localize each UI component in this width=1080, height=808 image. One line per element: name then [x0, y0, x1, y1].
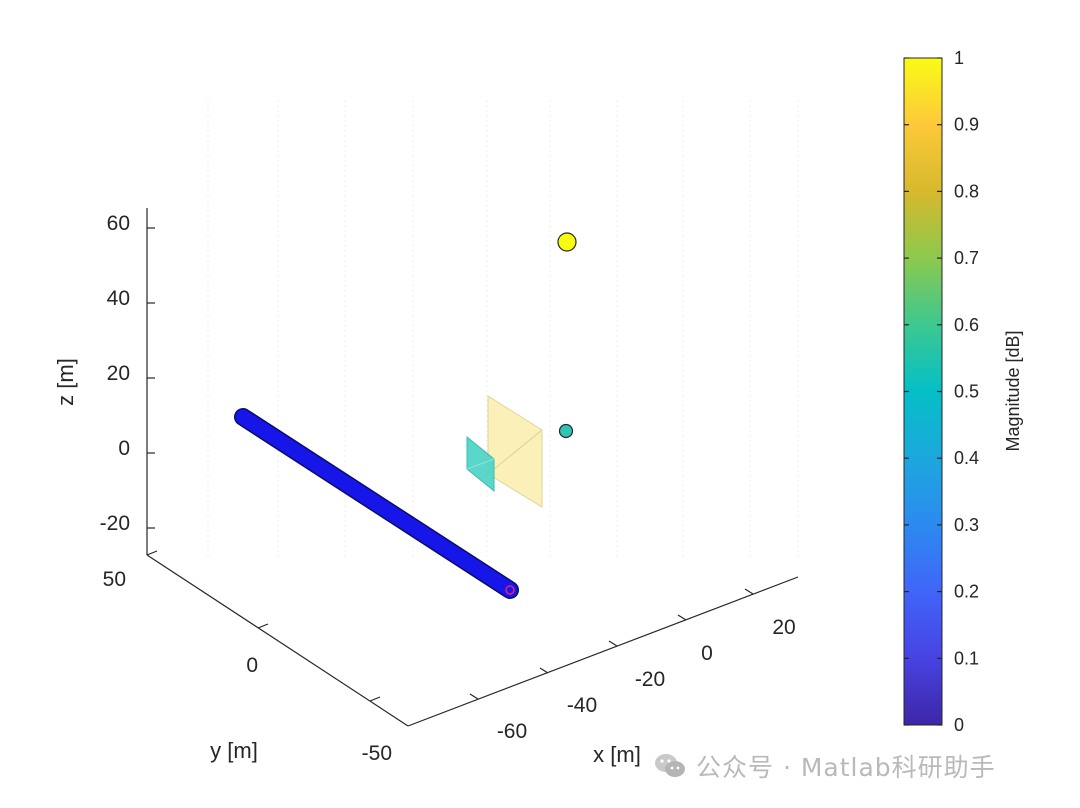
axes: [146, 208, 799, 727]
x-tick-labels: -60 -40 -20 0 20: [497, 616, 796, 743]
colorbar-tick-label: 0.5: [954, 382, 979, 402]
y-axis-line: [146, 554, 409, 727]
plane-diagonal: [466, 458, 495, 470]
z-tick-label: 0: [118, 437, 130, 460]
colorbar: 0 0.1 0.2 0.3 0.4 0.5 0.6 0.7 0.8 0.9 1 Magnitude …: [903, 48, 1023, 735]
colorbar-ticks: [904, 57, 942, 726]
y-tick-label: 50: [103, 568, 126, 591]
grid-lines: [207, 100, 799, 560]
colorbar-tick-label: 0.2: [954, 582, 979, 602]
colorbar-tick-label: 0.7: [954, 248, 979, 268]
colorbar-tick-labels: 0 0.1 0.2 0.3 0.4 0.5 0.6 0.7 0.8 0.9 1: [954, 48, 979, 735]
tick-marks: [146, 227, 754, 702]
x-tick-label: -20: [635, 668, 665, 691]
z-tick-label: 20: [107, 362, 130, 385]
y-tick: [257, 623, 269, 629]
watermark-text: 公众号 · Matlab科研助手: [696, 753, 996, 782]
trajectory-endpoint: [505, 585, 515, 595]
y-tick-labels: 50 0 -50: [103, 568, 392, 765]
colorbar-tick-label: 0.3: [954, 515, 979, 535]
watermark: 公众号 · Matlab科研助手: [652, 748, 996, 784]
colorbar-tick-label: 0: [954, 715, 964, 735]
colorbar-tick-label: 0.8: [954, 181, 979, 201]
colorbar-label: Magnitude [dB]: [1003, 330, 1023, 451]
z-tick-label: 60: [107, 212, 130, 235]
z-tick-label: -20: [100, 512, 130, 535]
colorbar-tick-label: 0.4: [954, 448, 979, 468]
wechat-icon: [655, 754, 685, 777]
y-tick-label: 0: [246, 654, 258, 677]
x-tick: [744, 588, 754, 595]
colorbar-tick-label: 0.6: [954, 315, 979, 335]
y-tick-label: -50: [362, 742, 392, 765]
x-axis-label: x [m]: [593, 742, 641, 767]
x-tick: [539, 667, 549, 674]
trajectory-line: [235, 409, 518, 598]
x-tick-label: 20: [772, 616, 795, 639]
colorbar-tick-label: 0.1: [954, 648, 979, 668]
z-tick-labels: 60 40 20 0 -20: [100, 212, 130, 535]
x-tick: [608, 640, 618, 647]
x-tick-label: -60: [497, 720, 527, 743]
target-sphere-cyan: [558, 423, 574, 439]
plane-diagonal: [487, 429, 543, 475]
y-axis-label: y [m]: [210, 738, 258, 763]
colorbar-tick-label: 1: [954, 48, 964, 68]
x-tick: [677, 614, 687, 621]
colorbar-tick-label: 0.9: [954, 115, 979, 135]
z-axis-label: z [m]: [53, 358, 78, 406]
x-tick-label: 0: [701, 642, 713, 665]
x-tick-label: -40: [567, 694, 597, 717]
scene-objects: [234, 232, 577, 599]
colorbar-fill: [903, 57, 943, 726]
z-tick-label: 40: [107, 287, 130, 310]
target-sphere-yellow: [557, 232, 577, 252]
x-axis-line: [407, 576, 799, 727]
y-tick: [369, 696, 381, 702]
x-tick: [469, 693, 479, 700]
y-tick: [146, 550, 158, 556]
